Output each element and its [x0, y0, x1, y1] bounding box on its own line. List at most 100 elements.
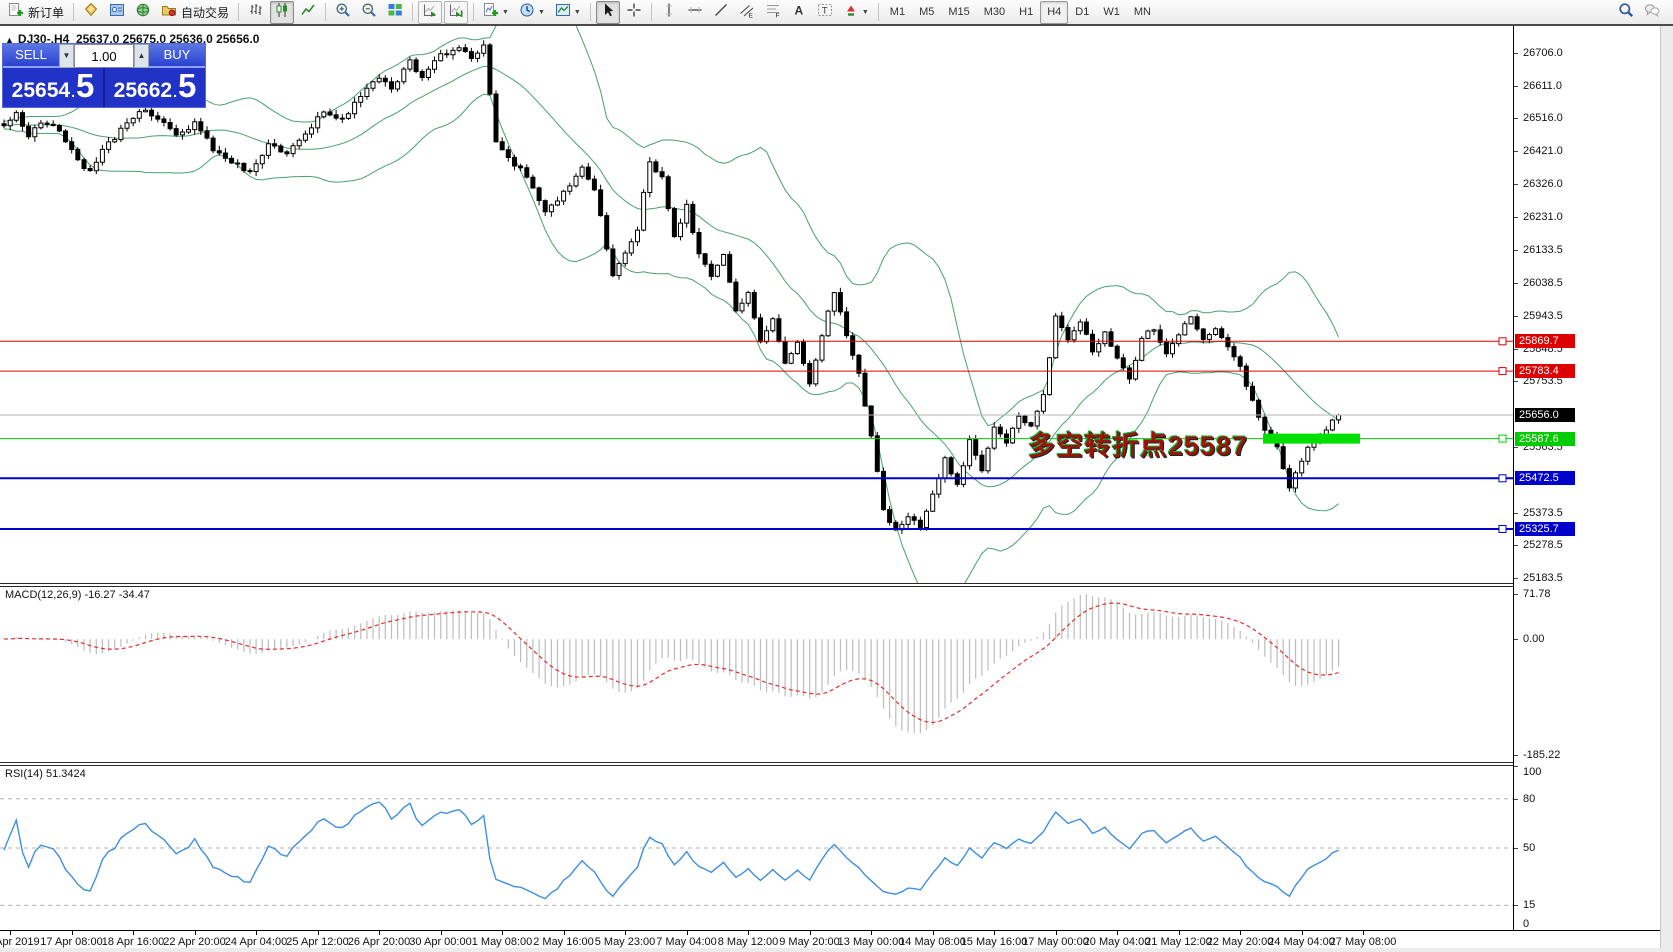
rsi-tick-label: 15: [1523, 899, 1536, 912]
price-tick: [1514, 446, 1518, 448]
rsi-tick: [1514, 766, 1518, 767]
data-window-icon: [135, 2, 151, 23]
time-tick: [871, 931, 872, 935]
main-chart-canvas[interactable]: [0, 26, 1513, 583]
time-tick-label: 22 Apr 20:00: [163, 936, 226, 948]
toolbar-separator: [325, 3, 327, 21]
price-tick-label: 26706.0: [1523, 46, 1563, 59]
macd-tick: [1514, 639, 1518, 641]
price-tick: [1514, 85, 1518, 87]
dropdown-caret-icon[interactable]: ▼: [573, 8, 581, 16]
time-tick-label: 21 May 12:00: [1145, 936, 1212, 948]
timeframe-button-w1[interactable]: W1: [1103, 6, 1120, 18]
chart-shift-button[interactable]: [444, 0, 469, 24]
price-tick: [1514, 250, 1518, 252]
timeframe-button-m1[interactable]: M1: [889, 6, 906, 18]
buy-price[interactable]: 25662 . 5: [105, 68, 205, 107]
time-tick: [686, 931, 688, 935]
time-tick-label: 24 Apr 04:00: [224, 936, 288, 948]
price-tick-label: 25373.5: [1523, 506, 1563, 519]
time-tick: [1363, 931, 1364, 935]
time-tick: [502, 931, 503, 935]
community-chat-button[interactable]: [1640, 1, 1664, 24]
time-tick: [994, 931, 995, 935]
data-window-button[interactable]: [131, 1, 155, 24]
templates-button[interactable]: ▼: [551, 1, 585, 24]
timeframe-button-m15[interactable]: M15: [948, 6, 970, 18]
timeframe-button-m30[interactable]: M30: [983, 6, 1006, 18]
macd-tick: [1514, 755, 1518, 757]
time-tick: [625, 931, 626, 935]
tile-windows-button[interactable]: [383, 1, 407, 24]
navigator-button[interactable]: [105, 1, 129, 24]
price-tick: [1514, 118, 1518, 120]
vertical-line-button[interactable]: [657, 1, 681, 24]
crosshair-button[interactable]: [622, 1, 646, 24]
rsi-pane-canvas[interactable]: [0, 766, 1513, 930]
price-tick-label: 26421.0: [1523, 145, 1563, 158]
fibonacci-retracement-icon: F: [765, 2, 781, 23]
pane-separator[interactable]: [0, 762, 1673, 766]
zoom-in-button[interactable]: [331, 1, 355, 24]
bar-chart-mode-button[interactable]: [244, 1, 268, 24]
timeframe-button-mn[interactable]: MN: [1133, 6, 1151, 18]
macd-pane-canvas[interactable]: [0, 587, 1513, 762]
price-tick-label: 25183.5: [1523, 572, 1563, 584]
chart-annotation-text[interactable]: 多空转折点25587: [1028, 431, 1249, 461]
text-tool-button[interactable]: A: [787, 1, 811, 24]
fibonacci-retracement-button[interactable]: F: [761, 1, 785, 24]
time-tick: [563, 931, 565, 935]
time-tick-label: 1 May 08:00: [471, 936, 533, 948]
time-tick: [379, 931, 380, 935]
periods-icon: [519, 2, 535, 23]
text-label-tool-icon: T: [817, 2, 833, 23]
arrows-tool-button[interactable]: ▼: [839, 1, 873, 24]
indicators-list-button[interactable]: ▼: [479, 1, 513, 24]
time-tick-label: 14 May 08:00: [899, 936, 966, 948]
horizontal-line-button[interactable]: [683, 1, 707, 24]
auto-scroll-button[interactable]: [418, 0, 443, 24]
time-tick-label: 18 Apr 16:00: [101, 936, 165, 948]
buy-button[interactable]: BUY: [149, 44, 205, 68]
time-tick-label: 30 Apr 00:00: [409, 936, 472, 948]
cursor-button[interactable]: [595, 0, 620, 24]
candlestick-mode-button[interactable]: [270, 0, 295, 24]
volume-decrease-button[interactable]: ▼: [59, 44, 74, 68]
equidistant-channel-button[interactable]: E: [735, 1, 759, 24]
templates-icon: [555, 2, 571, 23]
timeframe-button-h1[interactable]: H1: [1019, 6, 1034, 18]
svg-text:T: T: [822, 5, 828, 15]
periods-button[interactable]: ▼: [515, 1, 549, 24]
zoom-in-icon: [335, 2, 351, 23]
price-tick: [1514, 381, 1518, 383]
pane-separator[interactable]: [0, 583, 1673, 587]
new-order-button[interactable]: 新订单: [4, 1, 68, 24]
volume-input[interactable]: [74, 44, 134, 68]
sell-price[interactable]: 25654 . 5: [3, 68, 103, 107]
crosshair-icon: [626, 2, 642, 23]
one-click-trading-panel: SELL ▼ ▲ BUY 25654 . 5 25662 . 5: [2, 43, 206, 108]
market-watch-button[interactable]: [79, 1, 103, 24]
collapse-panel-icon[interactable]: ▲: [5, 35, 14, 45]
volume-increase-button[interactable]: ▲: [134, 44, 149, 68]
dropdown-caret-icon[interactable]: ▼: [537, 8, 545, 16]
autotrading-button[interactable]: 自动交易: [157, 1, 233, 24]
timeframe-button-h4[interactable]: H4: [1040, 0, 1069, 24]
timeframe-button-d1[interactable]: D1: [1075, 6, 1090, 18]
timeframe-button-m5[interactable]: M5: [919, 6, 935, 18]
line-chart-mode-button[interactable]: [296, 1, 320, 24]
trend-line-button[interactable]: [709, 1, 733, 24]
text-label-tool-button[interactable]: T: [813, 1, 837, 24]
search-button[interactable]: [1614, 1, 1638, 24]
dropdown-caret-icon[interactable]: ▼: [861, 8, 869, 16]
symbol-title[interactable]: ▲ DJ30-,H4 25637.0 25675.0 25636.0 25656.…: [5, 32, 259, 46]
sell-button[interactable]: SELL: [3, 44, 59, 68]
price-axis[interactable]: 26706.0 26611.0 26516.0 26421.0 26326.0 26231…: [1513, 26, 1661, 948]
zoom-out-button[interactable]: [357, 1, 381, 24]
time-tick: [256, 931, 257, 935]
time-tick: [932, 931, 934, 935]
dropdown-caret-icon[interactable]: ▼: [502, 8, 509, 16]
candlestick-mode-icon: [274, 2, 290, 23]
